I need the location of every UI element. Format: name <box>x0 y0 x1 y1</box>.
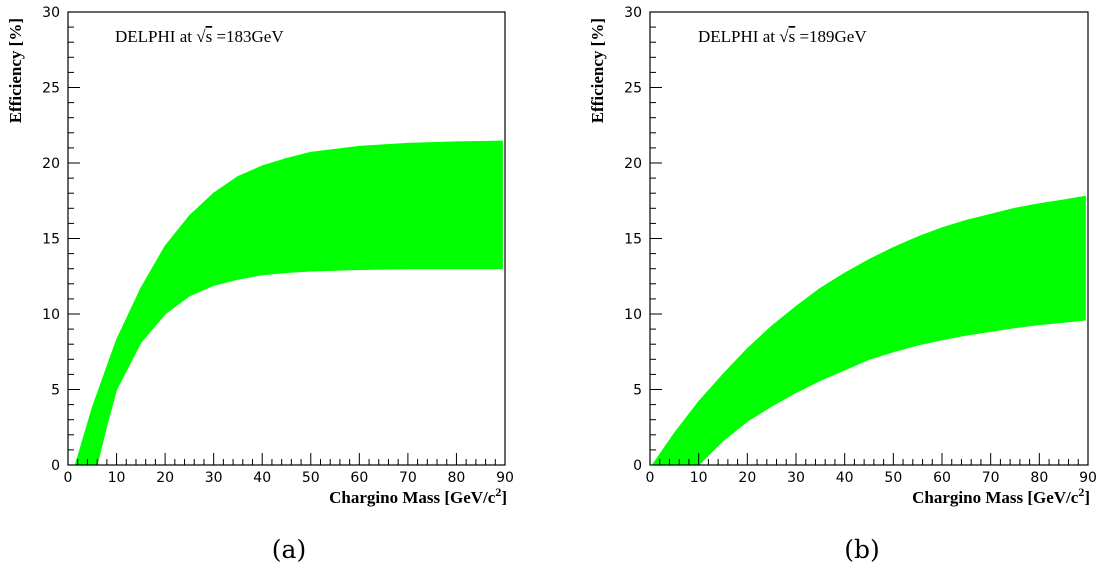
x-tick-label: 70 <box>399 470 417 486</box>
x-axis-label-sup: 2 <box>495 485 501 499</box>
y-tick-label: 10 <box>624 307 642 323</box>
x-axis: 0 10 20 30 40 50 60 70 80 90 <box>64 453 514 486</box>
y-tick-label: 0 <box>633 458 642 474</box>
x-tick-label: 30 <box>205 470 223 486</box>
x-axis-label-end: ] <box>1084 488 1090 507</box>
sqrt-symbol: √ <box>196 27 206 46</box>
band-lower-edge <box>96 268 503 466</box>
panel-caption: (b) <box>844 535 880 564</box>
x-tick-label: 60 <box>350 470 368 486</box>
experiment-annotation: DELPHI at √s =189GeV <box>698 27 867 46</box>
annotation-s: s <box>789 27 796 46</box>
sqrt-symbol: √ <box>779 27 789 46</box>
y-tick-label: 30 <box>42 5 60 21</box>
experiment-annotation: DELPHI at √s =183GeV <box>115 27 284 46</box>
x-tick-label: 80 <box>1030 470 1048 486</box>
x-axis-label-main: Chargino Mass [GeV/c <box>329 488 496 507</box>
x-axis-label-sup: 2 <box>1078 485 1084 499</box>
x-axis: 0 10 20 30 40 50 60 70 80 90 <box>646 453 1097 486</box>
y-tick-label: 30 <box>624 5 642 21</box>
y-axis: 0 5 10 15 20 25 30 <box>42 5 80 474</box>
x-tick-label: 80 <box>448 470 466 486</box>
band-upper-edge <box>74 140 503 466</box>
x-tick-label: 0 <box>646 470 655 486</box>
x-tick-label: 70 <box>982 470 1000 486</box>
annotation-prefix: DELPHI at <box>115 27 196 46</box>
y-tick-label: 25 <box>42 81 60 97</box>
y-axis-label: Efficiency [%] <box>6 18 25 123</box>
band-lower-edge <box>698 319 1086 466</box>
band-upper-edge <box>651 195 1086 466</box>
x-axis-label: Chargino Mass [GeV/c2] <box>912 485 1090 507</box>
chart-panel-a: 0 10 20 30 40 50 60 70 80 90 0 5 10 15 20 25 30 Efficienc… <box>6 5 514 564</box>
efficiency-band <box>651 195 1086 466</box>
annotation-prefix: DELPHI at <box>698 27 779 46</box>
x-tick-label: 90 <box>1079 470 1097 486</box>
y-tick-label: 5 <box>633 383 642 399</box>
x-tick-label: 50 <box>302 470 320 486</box>
x-tick-label: 10 <box>108 470 126 486</box>
y-tick-label: 15 <box>624 232 642 248</box>
x-tick-label: 40 <box>253 470 271 486</box>
y-tick-label: 15 <box>42 232 60 248</box>
y-tick-label: 20 <box>624 156 642 172</box>
y-tick-label: 5 <box>51 383 60 399</box>
x-tick-label: 30 <box>787 470 805 486</box>
x-tick-label: 20 <box>156 470 174 486</box>
x-tick-label: 0 <box>64 470 73 486</box>
y-tick-label: 0 <box>51 458 60 474</box>
y-tick-label: 20 <box>42 156 60 172</box>
x-tick-label: 90 <box>496 470 514 486</box>
chart-panel-b: 0 10 20 30 40 50 60 70 80 90 0 5 10 15 20 25 30 Efficienc… <box>588 5 1097 564</box>
x-tick-label: 60 <box>933 470 951 486</box>
panel-caption: (a) <box>272 535 306 564</box>
y-tick-label: 25 <box>624 81 642 97</box>
x-axis-label-main: Chargino Mass [GeV/c <box>912 488 1079 507</box>
x-axis-label: Chargino Mass [GeV/c2] <box>329 485 507 507</box>
annotation-s: s <box>206 27 213 46</box>
annotation-energy: =183GeV <box>212 27 284 46</box>
efficiency-band <box>74 140 503 466</box>
annotation-energy: =189GeV <box>795 27 867 46</box>
y-tick-label: 10 <box>42 307 60 323</box>
y-axis-label: Efficiency [%] <box>588 18 607 123</box>
x-axis-label-end: ] <box>501 488 507 507</box>
x-tick-label: 50 <box>884 470 902 486</box>
x-tick-label: 20 <box>738 470 756 486</box>
x-tick-label: 40 <box>836 470 854 486</box>
y-axis: 0 5 10 15 20 25 30 <box>624 5 662 474</box>
x-tick-label: 10 <box>690 470 708 486</box>
